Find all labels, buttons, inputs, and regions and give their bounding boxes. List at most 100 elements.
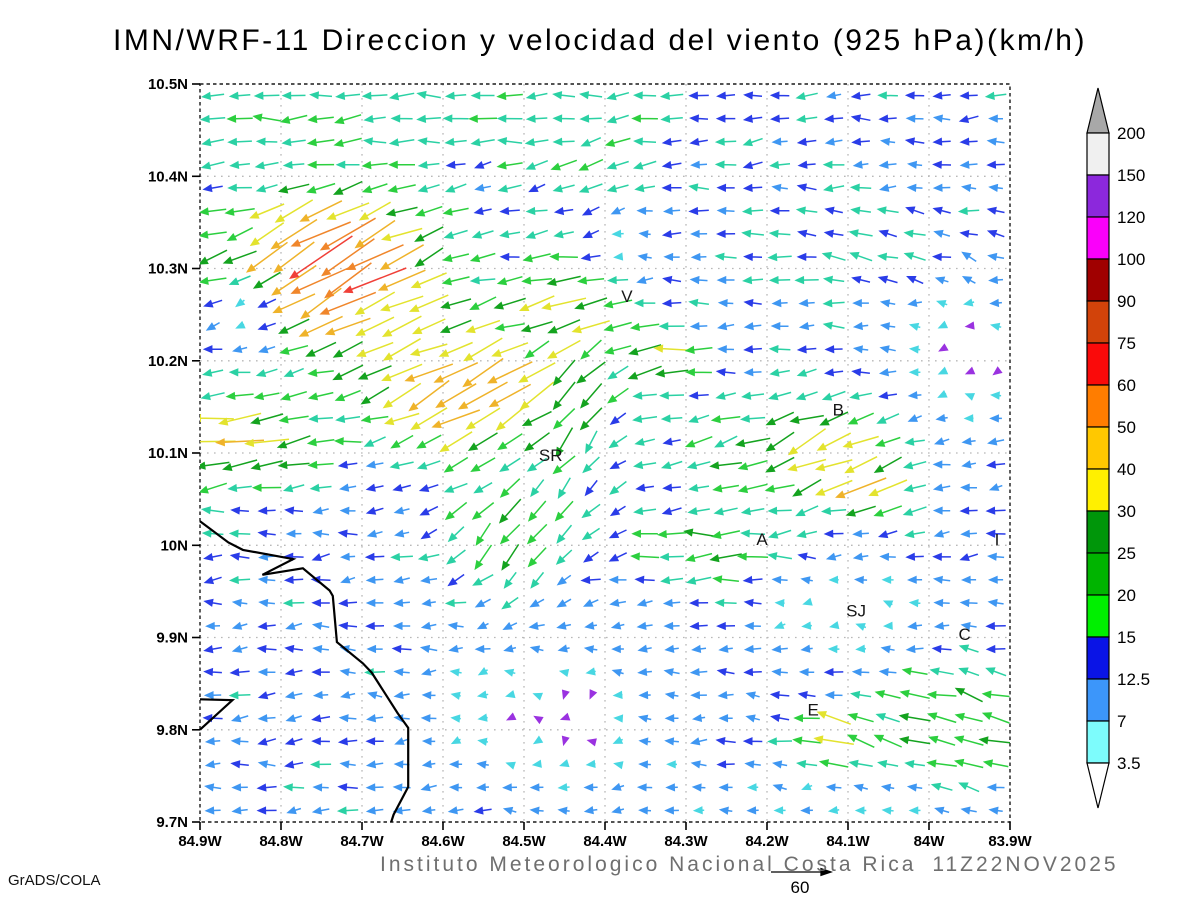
wind-arrow [932, 460, 951, 469]
wind-arrow [718, 806, 733, 815]
wind-arrow [497, 184, 522, 193]
wind-arrow [272, 293, 316, 314]
wind-arrow [826, 91, 842, 100]
wind-arrow [823, 229, 844, 238]
wind-arrow [496, 161, 523, 170]
wind-arrow [741, 206, 764, 216]
wind-arrow [556, 524, 573, 544]
wind-arrow [689, 668, 708, 677]
wind-arrow [438, 341, 473, 357]
wind-arrow [200, 207, 227, 216]
wind-arrow [502, 806, 517, 815]
wind-arrow [470, 91, 495, 100]
wind-arrow [800, 644, 813, 653]
wind-arrow [631, 114, 658, 123]
wind-arrow [661, 137, 682, 146]
wind-arrow [789, 414, 824, 424]
wind-arrow [270, 218, 318, 250]
wind-arrow [795, 505, 819, 517]
wind-arrow [383, 412, 420, 426]
wind-arrow [717, 322, 735, 331]
wind-arrow [958, 644, 979, 653]
wind-arrow [685, 576, 712, 585]
wind-arrow [903, 229, 926, 238]
wind-arrow [410, 272, 447, 289]
wind-arrow [988, 806, 1003, 815]
wind-arrow [636, 621, 653, 631]
wind-arrow [960, 529, 977, 538]
wind-arrow [471, 230, 494, 239]
wind-arrow [687, 506, 710, 516]
wind-arrow [505, 761, 516, 770]
wind-arrow [200, 506, 225, 515]
wind-arrow [932, 506, 951, 515]
wind-arrow [878, 368, 897, 377]
wind-arrow [443, 482, 468, 493]
wind-arrow [637, 667, 652, 677]
wind-arrow [333, 137, 362, 148]
wind-arrow [552, 381, 576, 411]
wind-arrow [582, 599, 599, 607]
wind-arrow [767, 253, 792, 262]
wind-arrow [284, 644, 303, 654]
wind-arrow [877, 759, 899, 769]
wind-arrow [881, 575, 894, 584]
wind-arrow [502, 783, 518, 792]
wind-arrow [849, 251, 873, 262]
wind-arrow [827, 805, 840, 815]
wind-arrow [365, 483, 384, 492]
colorbar-label: 25 [1117, 544, 1136, 563]
wind-arrow [367, 691, 383, 700]
wind-arrow [257, 529, 276, 538]
lon-tick-label: 84.8W [259, 833, 303, 850]
wind-arrow [798, 667, 815, 677]
wind-arrow [559, 712, 571, 721]
wind-arrow [734, 437, 771, 448]
wind-arrow [688, 391, 709, 400]
wind-arrow [935, 413, 948, 423]
wind-arrow [714, 252, 737, 261]
wind-arrow [690, 691, 707, 700]
wind-arrow [416, 434, 442, 449]
wind-arrow [442, 253, 470, 263]
wind-arrow [393, 598, 410, 607]
wind-arrow [290, 221, 351, 247]
wind-arrow [574, 297, 608, 310]
wind-arrow [606, 276, 629, 285]
wind-arrow [554, 500, 574, 522]
wind-arrow [713, 507, 738, 516]
wind-arrow [634, 575, 655, 584]
wind-arrow [771, 298, 788, 308]
wind-arrow [580, 383, 603, 409]
wind-arrow [227, 137, 252, 147]
wind-arrow [876, 413, 900, 424]
wind-arrow [771, 137, 788, 146]
wind-arrow [408, 379, 450, 412]
wind-arrow [285, 529, 302, 538]
wind-arrow [904, 437, 925, 446]
wind-arrow [307, 368, 334, 377]
wind-arrow [795, 114, 818, 123]
wind-arrow [421, 737, 436, 746]
wind-arrow [390, 114, 413, 123]
wind-arrow [688, 206, 709, 216]
wind-arrow [523, 432, 550, 452]
wind-arrow [716, 760, 735, 769]
wind-arrow [796, 183, 817, 192]
wind-arrow [583, 806, 598, 815]
wind-arrow [463, 337, 503, 362]
wind-arrow [852, 160, 869, 169]
wind-arrow [282, 160, 305, 169]
wind-arrow [230, 506, 249, 515]
wind-arrow [421, 667, 437, 676]
wind-arrow [611, 644, 624, 654]
wind-arrow [664, 691, 679, 700]
wind-arrow [278, 415, 309, 424]
colorbar-label: 200 [1117, 124, 1145, 143]
wind-arrow [226, 227, 254, 241]
wind-arrow [603, 299, 633, 309]
wind-arrow [417, 184, 440, 193]
wind-arrow [307, 391, 334, 401]
wind-arrow [989, 298, 1002, 308]
wind-arrow [306, 160, 335, 169]
